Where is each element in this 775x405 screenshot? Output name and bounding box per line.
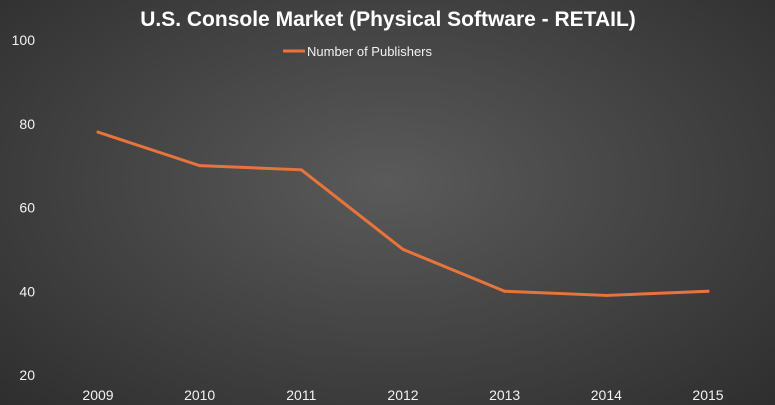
x-tick-label: 2012 bbox=[387, 387, 418, 403]
data-point bbox=[401, 247, 405, 251]
y-axis: 20 40 60 80 100 bbox=[12, 32, 36, 383]
data-point bbox=[198, 164, 202, 168]
data-point bbox=[96, 130, 100, 134]
data-point bbox=[299, 168, 303, 172]
series-group bbox=[96, 130, 710, 297]
y-tick-label: 20 bbox=[19, 367, 35, 383]
data-point bbox=[604, 293, 608, 297]
x-axis: 2009 2010 2011 2012 2013 2014 2015 bbox=[82, 387, 723, 403]
x-tick-label: 2015 bbox=[692, 387, 723, 403]
series-line bbox=[96, 130, 710, 297]
data-point bbox=[706, 289, 710, 293]
legend-label: Number of Publishers bbox=[307, 44, 432, 59]
y-tick-label: 40 bbox=[19, 283, 35, 299]
y-tick-label: 60 bbox=[19, 200, 35, 216]
chart-title: U.S. Console Market (Physical Software -… bbox=[140, 8, 636, 31]
legend: Number of Publishers bbox=[283, 44, 432, 59]
x-tick-label: 2010 bbox=[184, 387, 215, 403]
data-point bbox=[503, 289, 507, 293]
x-tick-label: 2013 bbox=[489, 387, 520, 403]
x-tick-label: 2014 bbox=[591, 387, 622, 403]
x-tick-label: 2011 bbox=[286, 387, 316, 403]
y-tick-label: 80 bbox=[19, 116, 35, 132]
y-tick-label: 100 bbox=[12, 32, 36, 48]
x-tick-label: 2009 bbox=[82, 387, 113, 403]
